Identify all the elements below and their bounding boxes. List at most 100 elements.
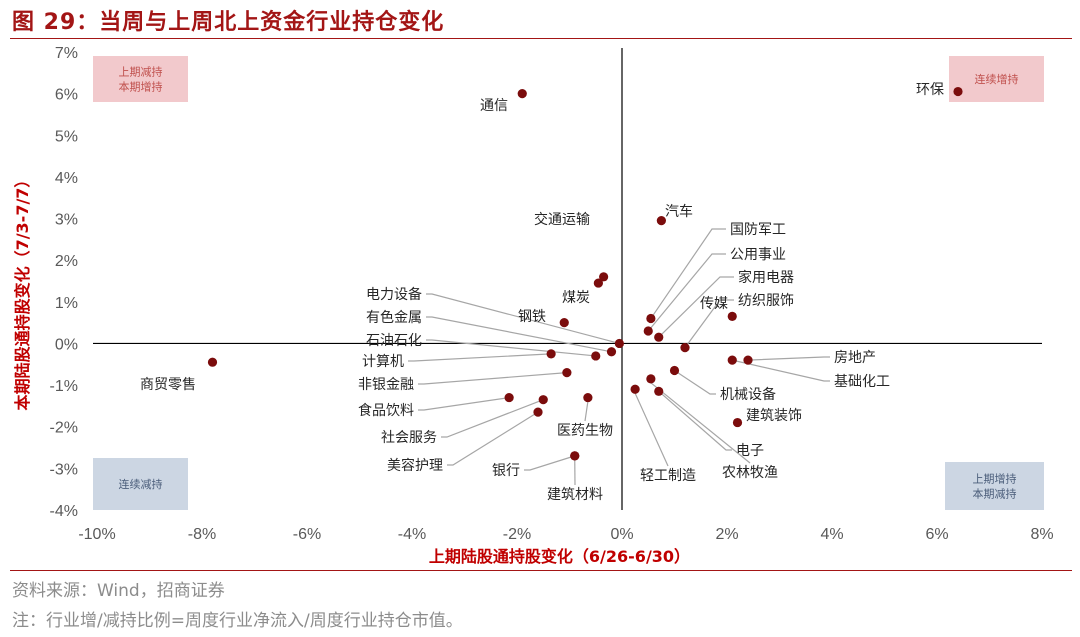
quadrant-label-bottom-right: 本期减持 (973, 487, 1017, 501)
leader-line (674, 370, 716, 395)
y-tick-label: 7% (55, 45, 78, 62)
point-label-银行: 银行 (492, 463, 520, 479)
point-label-电子: 电子 (736, 443, 764, 459)
quadrant-box-bottom-right (945, 462, 1044, 510)
y-tick-label: -3% (50, 461, 78, 478)
data-point-通信 (517, 89, 527, 99)
point-label-石油石化: 石油石化 (366, 333, 422, 349)
y-tick-label: 6% (55, 87, 78, 104)
data-point-石油石化 (591, 351, 601, 361)
leader-line (447, 411, 539, 466)
point-label-公用事业: 公用事业 (730, 247, 786, 263)
point-label-基础化工: 基础化工 (834, 373, 890, 390)
data-point-非银金融 (562, 368, 572, 378)
point-label-医药生物: 医药生物 (557, 423, 613, 439)
point-label-钢铁: 钢铁 (518, 309, 546, 325)
quadrant-label-top-right: 连续增持 (975, 72, 1019, 86)
point-label-纺织服饰: 纺织服饰 (738, 293, 794, 309)
leader-line (747, 356, 830, 361)
leader-line (418, 396, 510, 411)
leader-line (408, 353, 552, 362)
x-tick-label: -8% (188, 526, 216, 543)
x-tick-label: 2% (715, 526, 738, 543)
quadrant-label-top-left: 上期减持 (119, 65, 163, 79)
point-label-建筑装饰: 建筑装饰 (746, 408, 802, 424)
data-point-商贸零售 (207, 357, 218, 367)
leader-line (426, 293, 620, 345)
data-point-机械设备 (669, 365, 680, 376)
data-point-基础化工 (727, 355, 737, 365)
point-label-环保: 环保 (916, 82, 944, 98)
data-point-医药生物 (583, 392, 593, 403)
point-label-交通运输: 交通运输 (534, 211, 590, 228)
point-label-轻工制造: 轻工制造 (640, 468, 696, 484)
y-axis-title: 本期陆股通持股变化（7/3-7/7） (13, 172, 32, 411)
x-tick-label: -4% (398, 526, 426, 543)
data-point-房地产 (743, 355, 753, 365)
point-label-计算机: 计算机 (362, 354, 404, 370)
y-tick-label: 1% (55, 295, 78, 312)
y-tick-label: -4% (50, 503, 78, 520)
leader-line (634, 393, 669, 467)
data-point-交通运输 (599, 272, 609, 282)
x-tick-label: -6% (293, 526, 321, 543)
data-point-汽车 (656, 216, 666, 226)
x-axis-title: 上期陆股通持股变化（6/26-6/30） (429, 547, 690, 566)
x-tick-label: 8% (1030, 526, 1053, 543)
x-tick-label: -2% (503, 526, 531, 543)
point-label-有色金属: 有色金属 (366, 309, 422, 326)
leader-line (426, 316, 612, 353)
x-tick-label: 0% (610, 526, 633, 543)
quadrant-label-bottom-left: 连续减持 (119, 477, 163, 491)
data-point-建筑材料 (570, 451, 580, 461)
data-point-建筑装饰 (732, 417, 743, 428)
leader-line (658, 276, 734, 338)
x-tick-label: -10% (78, 526, 115, 543)
title-divider (10, 38, 1072, 39)
point-label-国防军工: 国防军工 (730, 222, 786, 238)
point-label-机械设备: 机械设备 (720, 386, 776, 403)
point-label-农林牧渔: 农林牧渔 (722, 465, 778, 481)
y-tick-label: 5% (55, 128, 78, 145)
data-point-食品饮料 (504, 392, 514, 403)
point-label-美容护理: 美容护理 (387, 457, 443, 474)
leader-line (426, 339, 596, 357)
leader-line (650, 228, 726, 319)
quadrant-label-top-left: 本期增持 (119, 80, 163, 94)
leader-line (684, 299, 734, 348)
data-point-计算机 (546, 349, 556, 359)
point-label-建筑材料: 建筑材料 (547, 487, 603, 503)
quadrant-box-top-right (949, 56, 1044, 102)
quadrant-label-bottom-right: 上期增持 (973, 472, 1017, 486)
data-point-美容护理 (533, 407, 543, 417)
data-point-轻工制造 (630, 384, 640, 394)
leader-line (658, 390, 732, 451)
point-label-汽车: 汽车 (665, 203, 693, 220)
point-label-商贸零售: 商贸零售 (140, 377, 196, 393)
y-tick-label: 4% (55, 170, 78, 187)
point-label-社会服务: 社会服务 (381, 430, 437, 446)
leader-line (418, 372, 567, 385)
leader-line (732, 359, 830, 382)
point-label-通信: 通信 (480, 98, 508, 114)
data-point-电子 (654, 386, 664, 396)
point-label-食品饮料: 食品饮料 (358, 402, 414, 419)
footer-divider (10, 570, 1072, 571)
point-label-房地产: 房地产 (834, 350, 876, 366)
x-tick-label: 4% (820, 526, 843, 543)
source-note: 资料来源：Wind，招商证券 (12, 581, 225, 601)
data-point-家用电器 (654, 332, 664, 342)
data-point-钢铁 (559, 318, 569, 328)
data-point-公用事业 (643, 326, 653, 336)
x-tick-label: 6% (925, 526, 948, 543)
data-point-煤炭 (593, 278, 603, 288)
data-point-农林牧渔 (646, 374, 656, 384)
leader-line (650, 382, 751, 464)
point-label-电力设备: 电力设备 (366, 286, 422, 303)
y-tick-label: -1% (50, 378, 78, 395)
data-point-传媒 (727, 311, 737, 321)
leader-line (441, 399, 544, 438)
page-title: 图 29：当周与上周北上资金行业持仓变化 (12, 10, 445, 35)
y-tick-label: 3% (55, 212, 78, 229)
data-point-社会服务 (538, 395, 548, 405)
